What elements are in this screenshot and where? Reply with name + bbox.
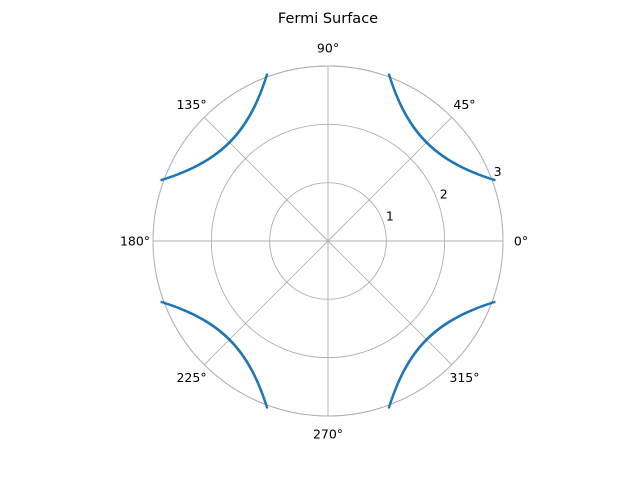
chart-title: Fermi Surface [278, 11, 378, 27]
r-gridcircle-1 [269, 182, 387, 300]
theta-gridline-135 [203, 116, 329, 242]
theta-label-0: 0° [514, 234, 528, 249]
data-points [160, 73, 496, 409]
theta-tick-labels: 0° 45° 90° 135° 180° 225° 270° 315° [120, 41, 528, 442]
theta-gridline-225 [203, 240, 329, 366]
r-label-2: 2 [440, 186, 448, 201]
r-label-1: 1 [386, 209, 394, 224]
theta-label-135: 135° [176, 97, 206, 112]
theta-label-315: 315° [449, 370, 479, 385]
r-tick-labels: 1 2 3 [386, 164, 502, 224]
outer-circle [152, 65, 504, 417]
data-point [493, 300, 496, 304]
theta-label-225: 225° [176, 370, 206, 385]
theta-label-270: 270° [313, 427, 343, 442]
polar-grid [152, 65, 504, 417]
theta-gridline-315 [327, 240, 453, 366]
theta-label-180: 180° [120, 234, 150, 249]
r-gridcircle-2 [210, 123, 446, 359]
data-point [265, 406, 269, 409]
theta-label-45: 45° [453, 97, 475, 112]
theta-gridline-45 [327, 116, 453, 242]
theta-label-90: 90° [317, 41, 339, 56]
data-point [160, 178, 163, 182]
data-point [387, 73, 391, 76]
r-label-3: 3 [494, 164, 502, 179]
